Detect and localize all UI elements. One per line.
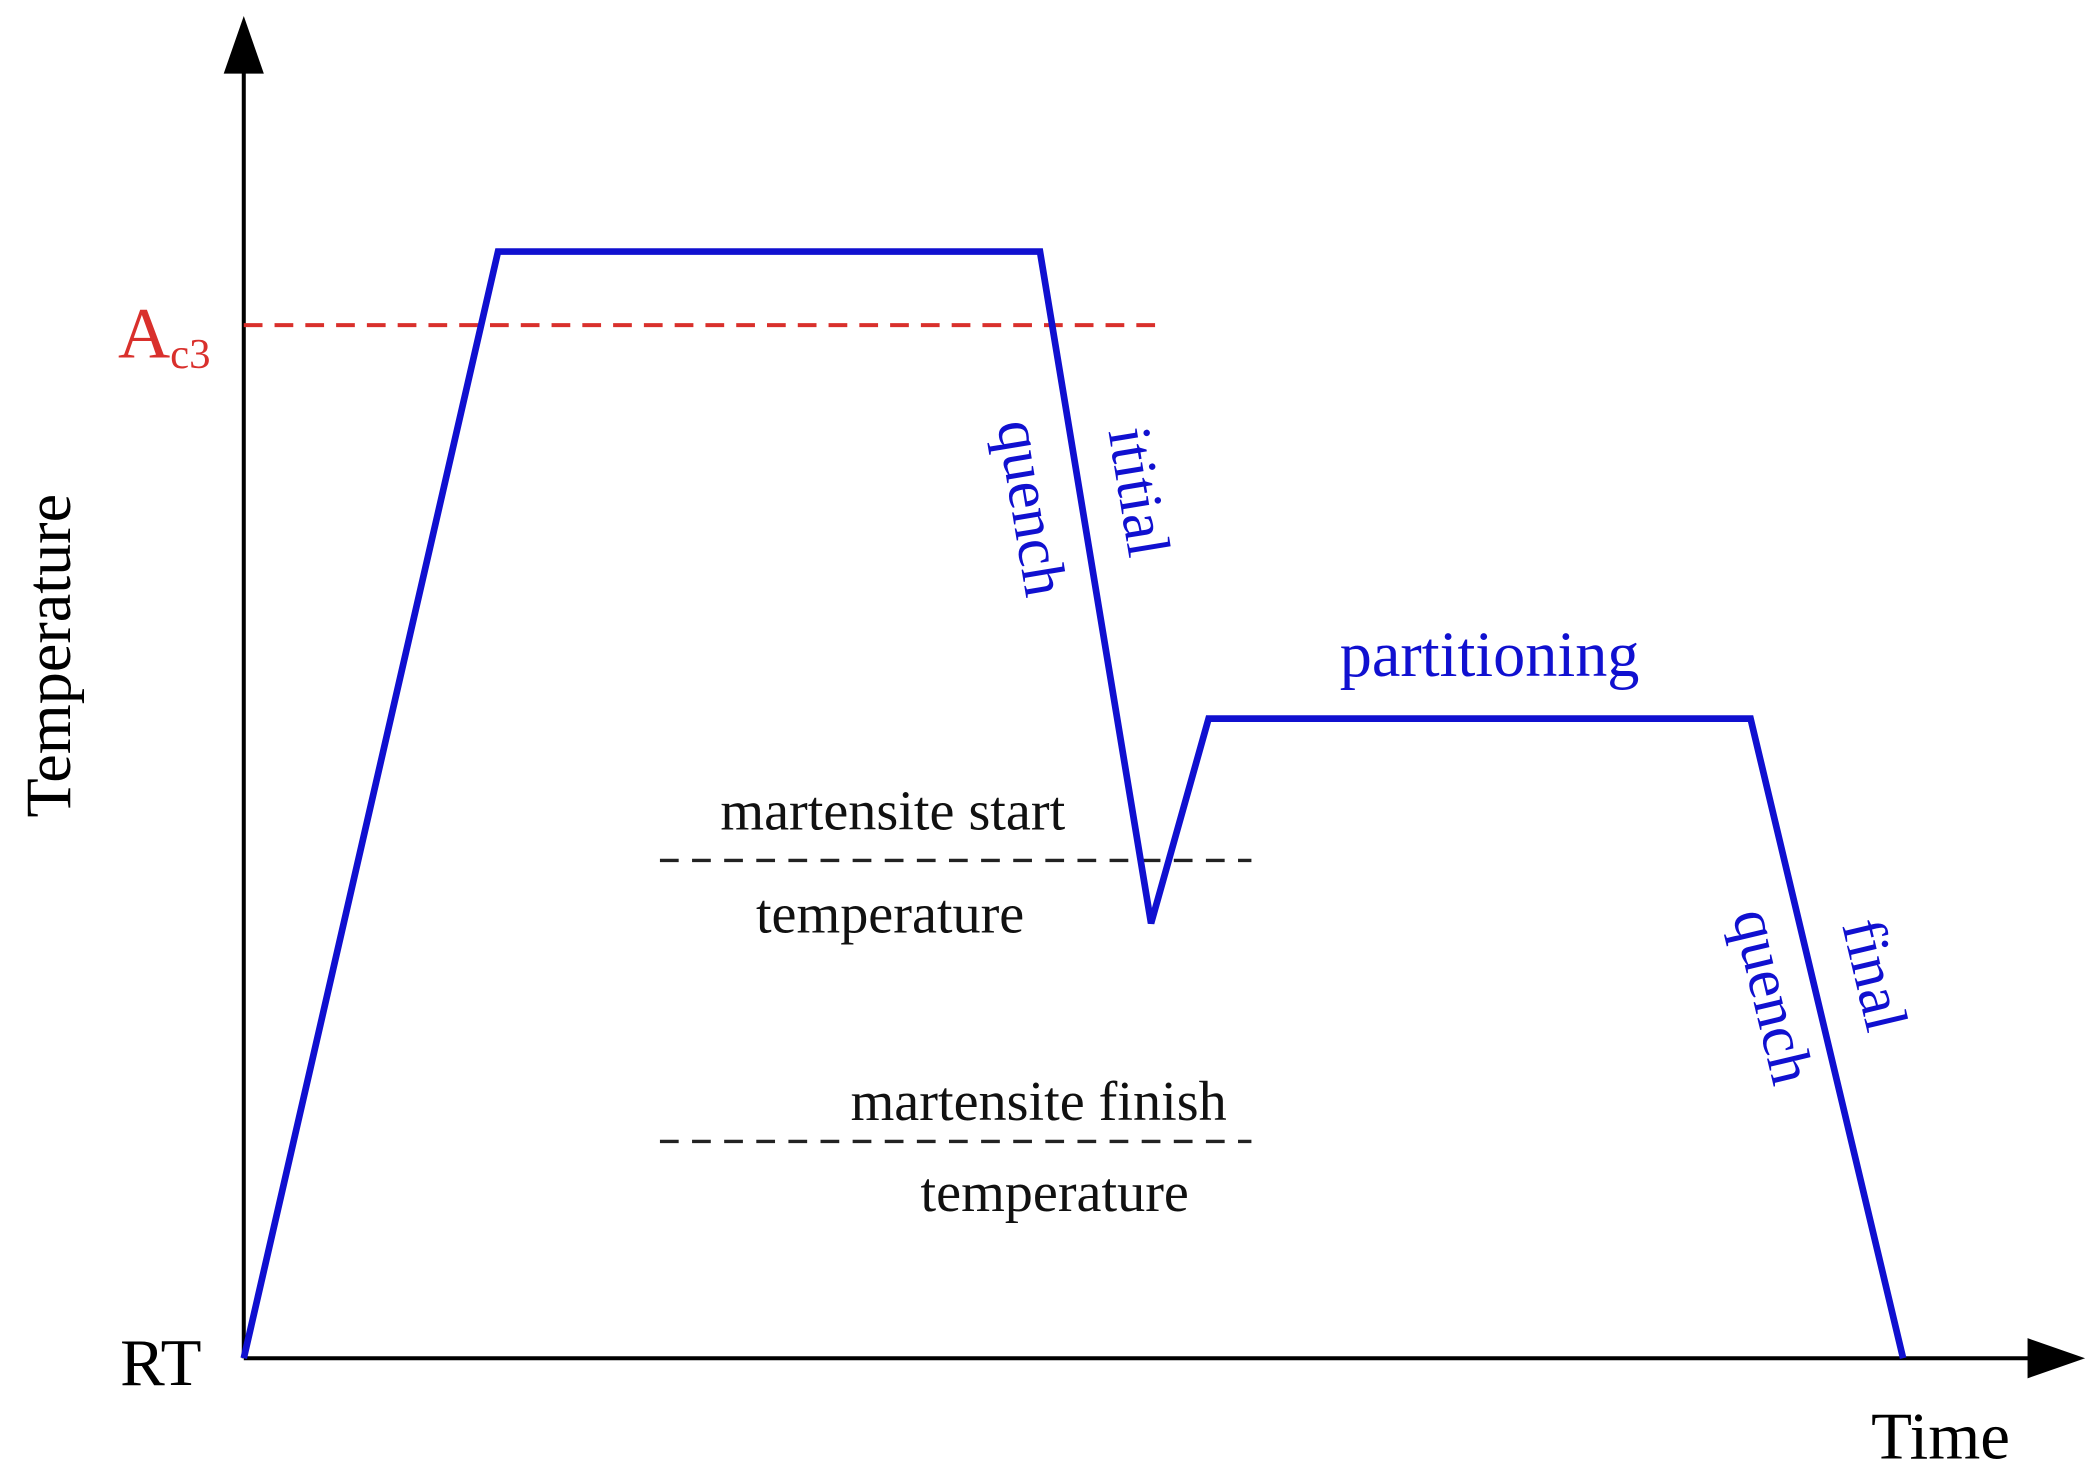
final-quench-label-1: final (1828, 912, 1920, 1037)
y-axis-label: Temperature (13, 494, 84, 818)
mf-label-2: temperature (921, 1162, 1189, 1224)
initial-quench-label-2: quench (984, 415, 1080, 601)
mf-label-1: martensite finish (851, 1071, 1227, 1133)
origin-label: RT (120, 1326, 201, 1400)
ac3-sub: c3 (170, 331, 210, 378)
y-axis-arrow (223, 16, 264, 74)
x-axis-label: Time (1871, 1400, 2010, 1474)
partitioning-label: partitioning (1340, 619, 1640, 690)
ac3-main: A (118, 293, 170, 373)
ms-label-2: temperature (756, 884, 1024, 946)
initial-quench-label-1: ititial (1095, 422, 1183, 561)
x-axis-arrow (2027, 1338, 2086, 1379)
ac3-label: Ac3 (118, 293, 211, 378)
process-curve (240, 248, 1907, 1360)
ms-label-1: martensite start (720, 781, 1065, 843)
final-quench-label-2: quench (1719, 902, 1826, 1091)
